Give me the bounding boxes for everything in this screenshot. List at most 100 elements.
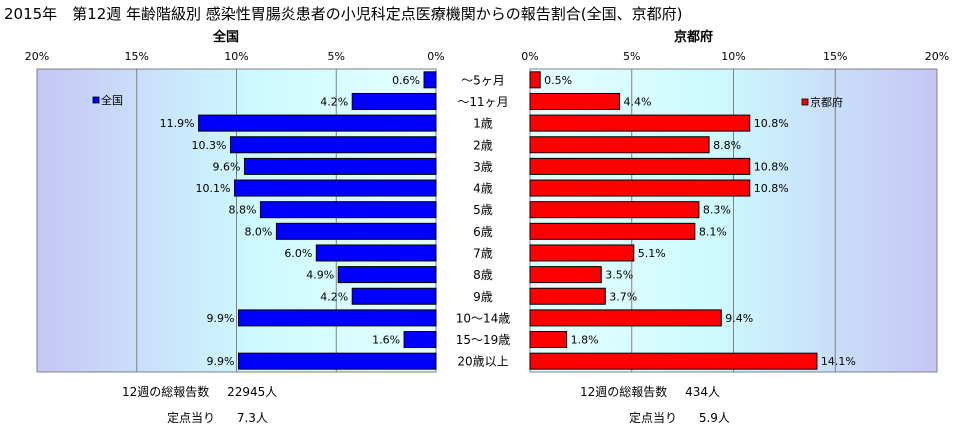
national-bar (230, 136, 437, 154)
national-bar (351, 92, 437, 110)
national-bar (351, 287, 437, 305)
national-bar (337, 266, 437, 284)
kyoto-value-label: 9.4% (725, 312, 753, 325)
kyoto-value-label: 14.1% (821, 355, 856, 368)
national-value-label: 9.9% (207, 312, 235, 325)
national-bar (237, 352, 437, 370)
kyoto-bar (529, 287, 606, 305)
kyoto-bar (529, 352, 818, 370)
kyoto-value-label: 3.7% (609, 290, 637, 303)
national-value-label: 10.3% (192, 139, 227, 152)
kyoto-legend-swatch (801, 98, 809, 106)
kyoto-panel: 0% 5% 10% 15% 20% 0.5% 4.4% 10.8% 8.8% 10.8% 10.8%… (521, 50, 949, 373)
national-value-label: 11.9% (160, 117, 195, 130)
category-label: ～11ヶ月 (457, 95, 508, 109)
kyoto-value-label: 5.1% (638, 247, 666, 260)
national-value-label: 1.6% (372, 334, 400, 347)
national-value-label: 8.0% (244, 225, 272, 238)
national-tick-label: 10% (224, 50, 248, 63)
kyoto-per-value: 5.9人 (698, 411, 730, 425)
national-total-label: 12週の総報告数 (122, 385, 210, 399)
national-per-value: 7.3人 (236, 411, 268, 425)
kyoto-bar (529, 266, 602, 284)
category-label: 4歳 (473, 182, 493, 196)
kyoto-tick-label: 15% (823, 50, 847, 63)
category-label: 3歳 (473, 160, 493, 174)
national-value-label: 8.8% (228, 204, 256, 217)
kyoto-bar (529, 136, 710, 154)
kyoto-bar (529, 201, 700, 219)
category-label: 7歳 (473, 246, 493, 260)
national-panel: 20% 15% 10% 5% 0% 0.6% 4.2% 11.9% 10.3% 9.6% 10.1%… (25, 50, 445, 373)
national-value-label: 0.6% (392, 74, 420, 87)
national-value-label: 9.6% (213, 160, 241, 173)
national-bar (243, 157, 437, 175)
kyoto-value-label: 4.4% (624, 95, 652, 108)
national-total-value: 22945人 (227, 385, 278, 399)
national-bar (259, 201, 437, 219)
national-value-label: 9.9% (207, 355, 235, 368)
national-bar (423, 71, 437, 89)
kyoto-value-label: 8.3% (703, 204, 731, 217)
national-legend-label: 全国 (101, 93, 123, 107)
kyoto-tick-label: 5% (623, 50, 640, 63)
category-label: 1歳 (473, 117, 493, 131)
national-value-label: 10.1% (196, 182, 231, 195)
panel-title-national: 全国 (213, 30, 240, 45)
national-value-label: 4.9% (306, 269, 334, 282)
national-tick-label: 0% (427, 50, 444, 63)
kyoto-value-label: 3.5% (605, 269, 633, 282)
national-bar (237, 309, 437, 327)
panel-title-kyoto: 京都府 (674, 30, 714, 45)
category-label: 5歳 (473, 203, 493, 217)
category-label: 8歳 (473, 268, 493, 282)
national-value-label: 4.2% (320, 95, 348, 108)
category-label: 2歳 (473, 138, 493, 152)
national-tick-label: 15% (125, 50, 149, 63)
kyoto-bar (529, 114, 751, 132)
kyoto-per-site: 定点当り 5.9人 (629, 409, 730, 426)
category-label: ～5ヶ月 (461, 73, 505, 87)
category-label: 10～14歳 (456, 311, 511, 325)
kyoto-value-label: 8.1% (699, 225, 727, 238)
national-total: 12週の総報告数 22945人 (122, 383, 277, 400)
national-per-label: 定点当り (167, 411, 216, 425)
kyoto-tick-label: 10% (721, 50, 745, 63)
chart-title: 2015年 第12週 年齢階級別 感染性胃腸炎患者の小児科定点医療機関からの報告… (4, 5, 683, 23)
kyoto-value-label: 10.8% (754, 182, 789, 195)
national-bar (315, 244, 437, 262)
national-value-label: 6.0% (284, 247, 312, 260)
kyoto-bar (529, 331, 568, 349)
kyoto-value-label: 10.8% (754, 160, 789, 173)
national-value-label: 4.2% (320, 290, 348, 303)
category-label: 6歳 (473, 225, 493, 239)
kyoto-bar (529, 92, 621, 110)
national-bar (275, 222, 437, 240)
kyoto-bar (529, 157, 751, 175)
category-labels: ～5ヶ月 ～11ヶ月 1歳 2歳 3歳 4歳 5歳 6歳 7歳 8歳 9歳 10～14歳 15～19歳 2… (456, 73, 511, 368)
kyoto-total-value: 434人 (685, 385, 721, 399)
national-bar (198, 114, 437, 132)
national-bar (234, 179, 437, 197)
category-label: 20歳以上 (457, 355, 508, 369)
kyoto-total: 12週の総報告数 434人 (580, 383, 720, 400)
kyoto-bar (529, 309, 722, 327)
national-per-site: 定点当り 7.3人 (167, 409, 268, 426)
kyoto-bar (529, 244, 635, 262)
kyoto-value-label: 0.5% (544, 74, 572, 87)
kyoto-legend-label: 京都府 (810, 95, 843, 109)
kyoto-bar (529, 222, 696, 240)
national-legend-swatch (92, 96, 100, 104)
kyoto-bar (529, 71, 541, 89)
kyoto-tick-label: 20% (925, 50, 949, 63)
kyoto-total-label: 12週の総報告数 (580, 385, 668, 399)
category-label: 9歳 (473, 290, 493, 304)
kyoto-per-label: 定点当り (629, 411, 678, 425)
kyoto-value-label: 8.8% (713, 139, 741, 152)
national-tick-label: 20% (25, 50, 49, 63)
national-tick-label: 5% (328, 50, 345, 63)
national-bar (403, 331, 437, 349)
kyoto-tick-label: 0% (521, 50, 538, 63)
kyoto-value-label: 1.8% (571, 334, 599, 347)
kyoto-bar (529, 179, 751, 197)
